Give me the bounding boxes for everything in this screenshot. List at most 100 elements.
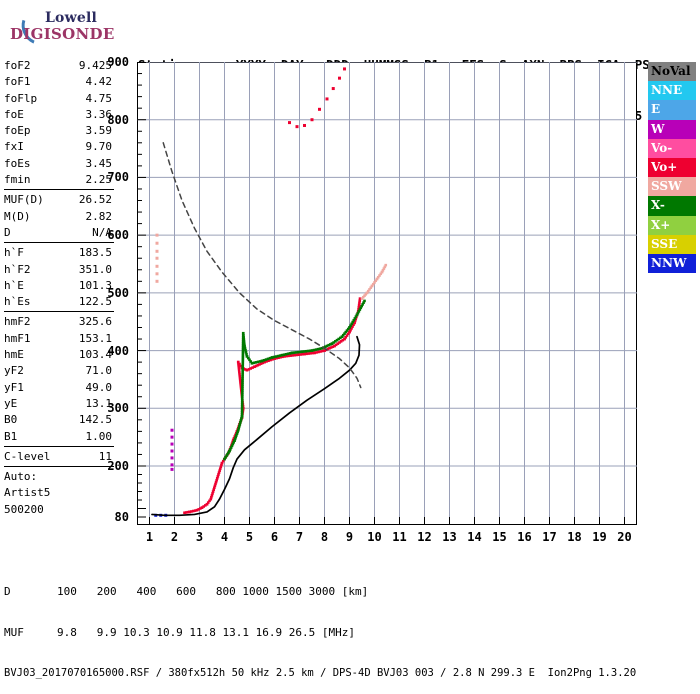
data-point [280,353,284,357]
series-range-spread-pink-column-1-3-mhz [155,233,159,283]
data-point [317,350,320,354]
data-point [259,362,263,365]
data-point [183,511,186,515]
legend-item-e[interactable]: E [648,100,696,120]
data-point [215,478,218,482]
param-value: 351.0 [78,262,112,276]
data-point [304,349,308,353]
data-point [310,349,314,352]
data-point [240,395,244,398]
data-point [362,301,365,304]
data-point [258,363,261,366]
data-point [350,322,353,326]
param-key: B1 [4,429,18,443]
data-point [331,87,335,91]
param-key: foFlp [4,91,38,105]
data-point [319,350,322,353]
logo-digisonde-text: DIGISONDE [10,25,115,43]
data-point [239,380,242,384]
data-point [211,490,215,493]
data-point [261,361,265,365]
data-point [346,327,350,331]
legend-item-vo[interactable]: Vo+ [648,157,696,178]
data-point [321,349,324,353]
data-point [301,352,304,356]
ionogram-plot-area[interactable] [137,62,637,525]
data-point [282,353,286,357]
data-point [300,350,304,354]
data-point [243,344,246,348]
y-axis-label: 500 [107,285,129,300]
data-point [240,411,244,414]
series-x-trace-x-green [223,299,366,461]
x-axis-label: 12 [417,530,432,544]
data-point [210,494,214,497]
data-point [352,318,356,322]
data-point [281,355,284,359]
data-point [226,452,229,456]
legend-item-ssw[interactable]: SSW [648,177,696,197]
data-point [240,401,244,404]
data-point [351,325,354,328]
data-point [327,343,330,347]
footer-distance-row: D 100 200 400 600 800 1000 1500 3000 [km… [4,585,369,599]
data-point [295,353,298,357]
param-auto-line-1: Artist5 [4,486,51,500]
data-point [353,317,357,320]
data-point [199,507,202,510]
data-point [240,403,244,406]
legend-item-x[interactable]: X+ [648,215,696,235]
param-value: 103.4 [78,348,112,362]
data-point [223,457,226,461]
legend-item-nne[interactable]: NNE [648,81,696,101]
data-point [241,385,244,388]
data-point [244,350,248,354]
legend-item-w[interactable]: W [648,119,696,139]
x-axis-label: 10 [367,530,382,544]
data-point [242,340,246,344]
data-point [242,338,246,341]
param-key: yF1 [4,380,24,394]
param-row-hme: hmE 103.4 [4,347,114,363]
data-point [240,397,244,400]
data-point [264,358,268,361]
param-key: h`F2 [4,262,31,276]
param-key: foF2 [4,59,31,72]
param-key: foF1 [4,75,31,89]
param-key: foEs [4,156,31,170]
data-point [285,354,288,358]
param-divider-2 [4,242,114,244]
data-point [241,381,244,385]
axis-ticks [137,62,625,525]
data-point [218,469,221,473]
param-row-hf2: h`F2 351.0 [4,262,114,278]
legend-item-nnw[interactable]: NNW [648,253,696,274]
data-point [316,347,320,351]
legend-item-vo[interactable]: Vo- [648,138,696,158]
data-point [155,272,159,276]
data-point [188,510,191,514]
param-key: h`E [4,278,24,292]
legend-item-sse[interactable]: SSE [648,234,696,254]
data-point [334,340,337,343]
data-point [268,356,272,360]
data-point [229,446,233,449]
legend-item-noval[interactable]: NoVal [648,62,696,82]
data-point [202,505,205,508]
data-point [340,335,344,339]
param-key: fmin [4,173,31,187]
x-axis-label: 2 [170,530,179,544]
data-point [238,424,241,428]
param-key: fxI [4,140,24,154]
data-point [245,368,249,372]
param-row-b0: B0 142.5 [4,412,114,428]
data-point [294,351,298,354]
data-point [227,451,230,454]
data-point [375,277,379,281]
data-point [273,357,276,360]
data-point [241,361,245,365]
data-point [286,352,290,356]
legend-item-x[interactable]: X- [648,196,696,216]
data-point [303,352,306,356]
data-point [345,329,349,332]
